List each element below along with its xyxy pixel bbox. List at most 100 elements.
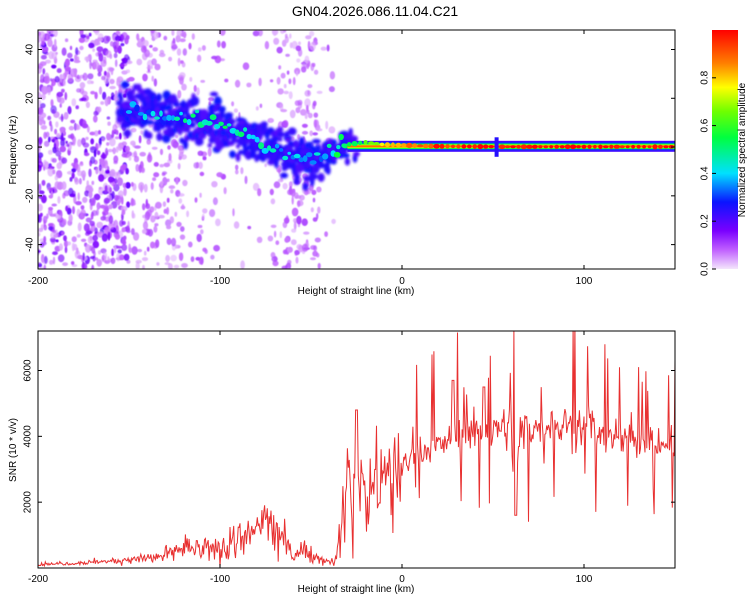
noise-speck [67,73,74,82]
noise-speck [161,171,168,175]
noise-speck [287,259,292,265]
noise-speck [121,153,128,158]
noise-speck [166,237,172,245]
ridge-blob [331,139,337,146]
noise-speck [143,183,148,193]
noise-speck [97,72,102,77]
noise-speck [114,136,120,140]
ridge-blob [190,122,196,128]
noise-speck [152,177,157,182]
ridge-core [322,153,329,160]
noise-speck [96,258,102,267]
noise-speck [54,38,57,48]
tone-blob [505,145,511,149]
tone-blob [347,142,352,147]
noise-speck [69,58,74,62]
noise-speck [240,260,245,269]
noise-speck [131,182,134,187]
noise-speck [97,50,102,57]
tone-blob [433,143,440,149]
noise-speck [112,147,116,155]
noise-speck [112,124,118,133]
noise-speck [219,30,226,36]
noise-speck [102,252,108,260]
noise-speck [91,180,95,185]
ridge-blob [243,146,250,152]
noise-speck [195,256,201,261]
noise-speck [54,174,59,181]
colorbar-label: Normalized spectral amplitude [737,82,748,217]
noise-speck [69,45,73,51]
noise-speck [191,33,195,40]
colorbar-ticks: 0.0 0.2 0.4 0.6 0.8 [700,70,716,276]
noise-speck [292,77,296,86]
noise-speck [247,225,252,230]
noise-speck [40,125,48,130]
ridge-band [115,80,361,191]
ridge-core [183,118,188,124]
noise-speck [151,75,154,82]
tone-blob [363,140,368,145]
noise-speck [140,167,145,174]
ridge-core [302,155,308,163]
noise-speck [71,264,78,268]
colorbar-gradient [712,30,738,269]
noise-speck [56,162,62,170]
noise-speck [76,88,82,93]
noise-speck [38,109,42,115]
noise-speck [121,220,126,226]
ridge-blob [130,88,135,95]
snr-y-ticks: 2000 4000 6000 [23,359,675,513]
noise-speck [38,31,41,36]
noise-speck [288,78,292,85]
noise-speck [288,181,293,188]
noise-speck [66,143,70,147]
noise-speck [58,97,65,104]
tone-blob [395,142,402,148]
noise-speck [43,236,47,243]
noise-speck [153,31,159,40]
noise-speck [291,207,299,217]
tone-blob [379,142,385,147]
noise-speck [47,86,51,96]
noise-speck [159,180,164,187]
noise-speck [82,72,88,81]
noise-speck [107,121,111,126]
noise-speck [148,152,152,159]
ridge-blob [280,172,289,179]
noise-speck [95,167,99,175]
noise-speck [59,74,65,79]
noise-speck [116,77,121,87]
noise-speck [40,103,46,109]
noise-speck [294,251,298,256]
ridge-core [214,124,221,129]
noise-speck [312,250,318,257]
noise-speck [172,44,177,47]
noise-speck [189,77,193,82]
noise-speck [67,52,73,59]
noise-speck [296,58,301,63]
noise-speck [178,252,184,261]
ridge-blob [156,93,162,102]
noise-speck [105,169,110,175]
noise-speck [126,35,130,40]
tone-blob [445,144,450,149]
noise-speck [128,156,132,161]
ridge-blob [275,152,281,162]
noise-speck [83,152,90,157]
noise-speck [235,169,239,175]
spectrogram-y-ticks: -40 -20 0 20 40 [25,44,675,252]
noise-speck [269,188,274,196]
tone-blob [564,144,571,150]
noise-speck [267,235,274,242]
tone-blob [603,145,609,149]
noise-speck [117,199,121,206]
noise-speck [61,157,68,164]
noise-speck [51,158,57,163]
tone-blob [663,145,669,149]
ridge-blob [213,96,222,107]
noise-speck [282,182,288,190]
noise-speck [220,58,225,62]
noise-speck [94,91,98,100]
noise-speck [63,240,69,248]
